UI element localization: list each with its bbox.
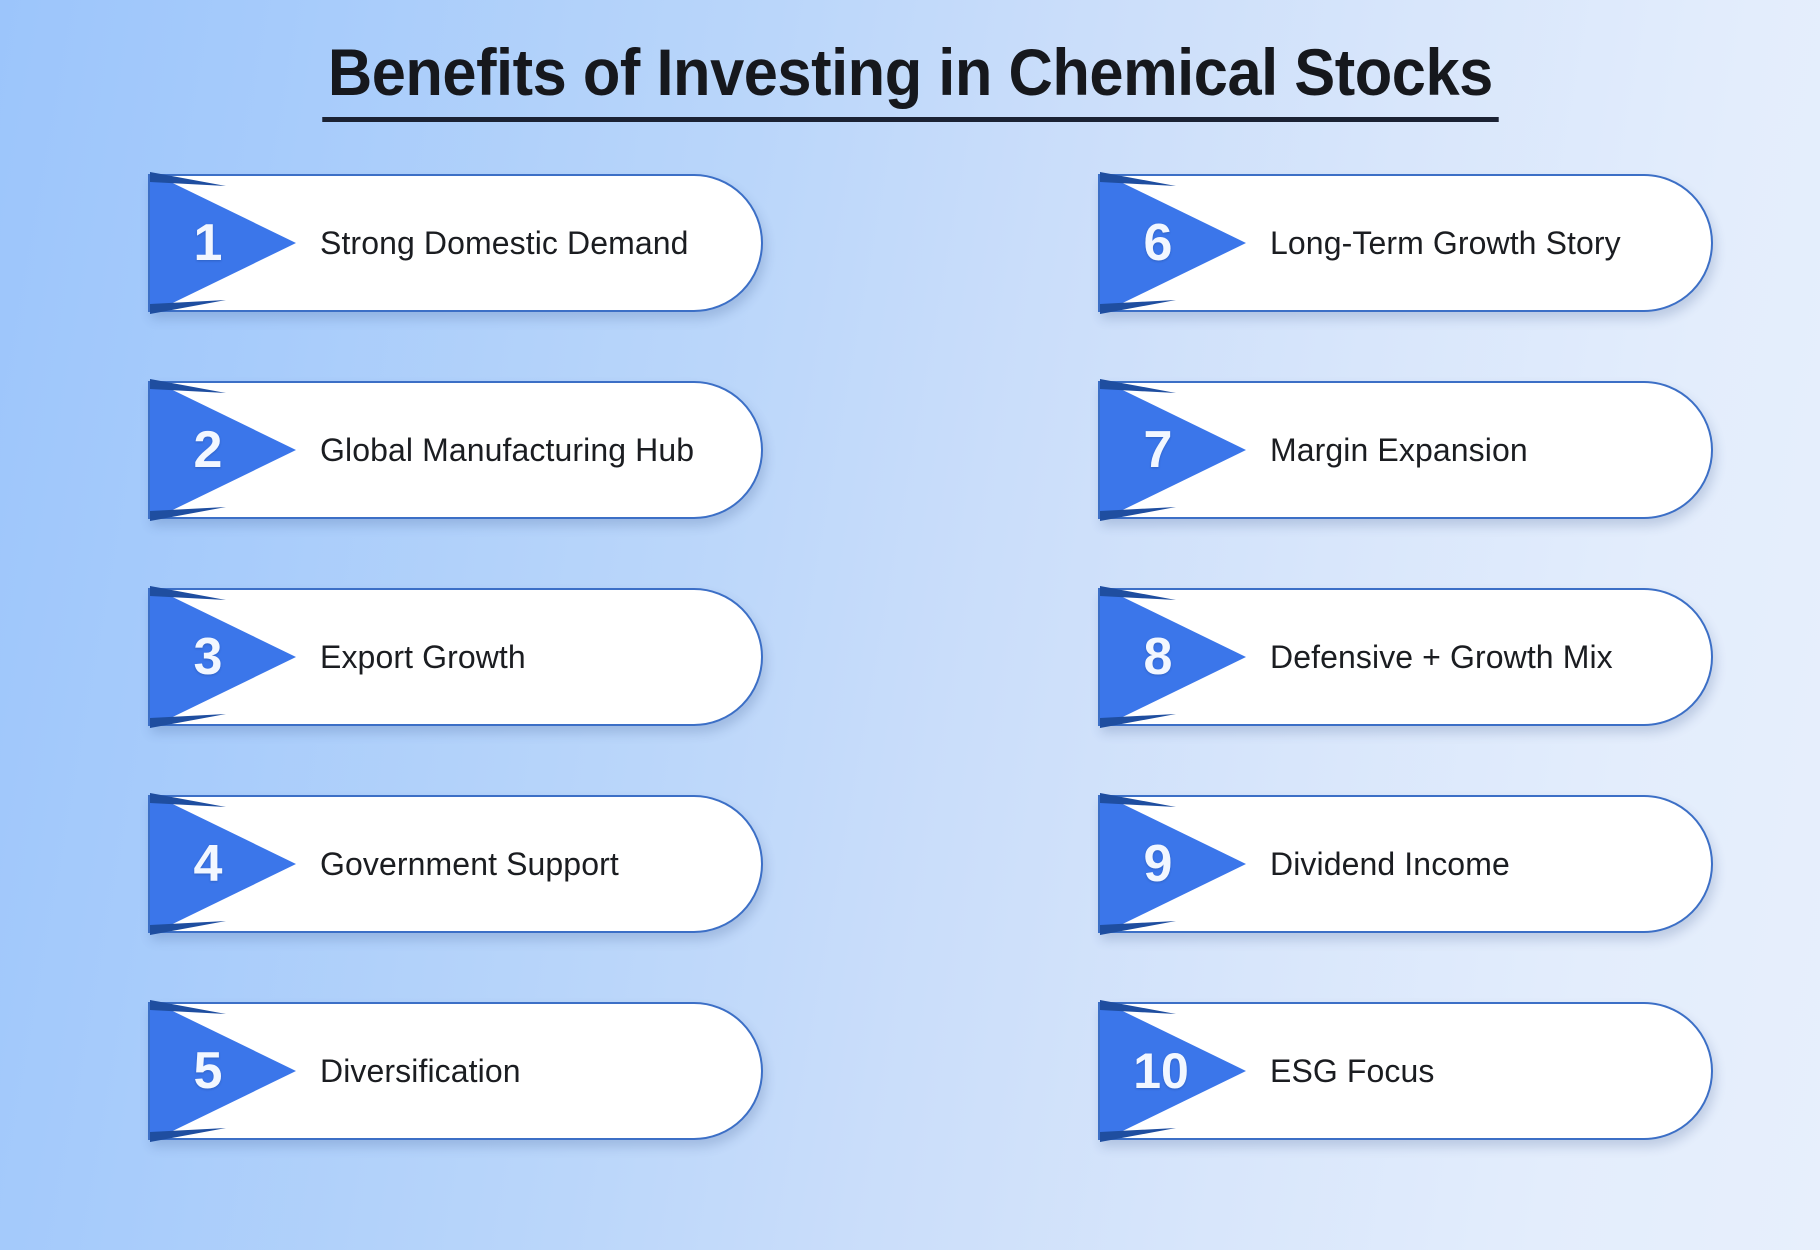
benefit-card[interactable]: 5 Diversification [148,996,763,1146]
benefit-number: 1 [193,214,223,272]
benefit-card[interactable]: 3 Export Growth [148,582,763,732]
benefit-number: 7 [1143,421,1173,479]
benefit-number: 5 [193,1042,223,1100]
benefit-label: Strong Domestic Demand [320,224,689,261]
benefit-label: Diversification [320,1052,521,1089]
benefit-label: Global Manufacturing Hub [320,431,695,468]
benefit-card[interactable]: 6 Long-Term Growth Story [1098,168,1713,318]
benefits-columns: 1 Strong Domestic Demand 2 Global Manufa… [0,168,1820,1228]
benefits-column-left: 1 Strong Domestic Demand 2 Global Manufa… [148,168,763,1228]
benefit-label: Dividend Income [1270,845,1510,882]
benefit-card[interactable]: 10 ESG Focus [1098,996,1713,1146]
benefit-label: Export Growth [320,638,526,675]
benefit-number: 3 [193,628,223,686]
page-title-container: Benefits of Investing in Chemical Stocks [0,38,1820,122]
benefit-number: 10 [1133,1043,1189,1099]
benefit-card[interactable]: 8 Defensive + Growth Mix [1098,582,1713,732]
benefit-card[interactable]: 2 Global Manufacturing Hub [148,375,763,525]
benefit-label: Defensive + Growth Mix [1270,638,1613,675]
benefit-card[interactable]: 7 Margin Expansion [1098,375,1713,525]
benefits-column-right: 6 Long-Term Growth Story 7 Margin Expans… [1098,168,1713,1228]
benefit-card[interactable]: 9 Dividend Income [1098,789,1713,939]
benefit-card[interactable]: 1 Strong Domestic Demand [148,168,763,318]
page-title: Benefits of Investing in Chemical Stocks [321,38,1499,122]
benefit-card[interactable]: 4 Government Support [148,789,763,939]
benefit-label: Long-Term Growth Story [1270,224,1621,261]
benefit-number: 4 [193,835,223,893]
benefit-label: Government Support [320,845,619,882]
benefit-number: 6 [1143,214,1173,272]
benefit-number: 2 [193,421,223,479]
benefit-number: 9 [1143,835,1173,893]
benefit-label: Margin Expansion [1270,431,1528,468]
benefit-number: 8 [1143,628,1173,686]
benefit-label: ESG Focus [1270,1052,1435,1089]
